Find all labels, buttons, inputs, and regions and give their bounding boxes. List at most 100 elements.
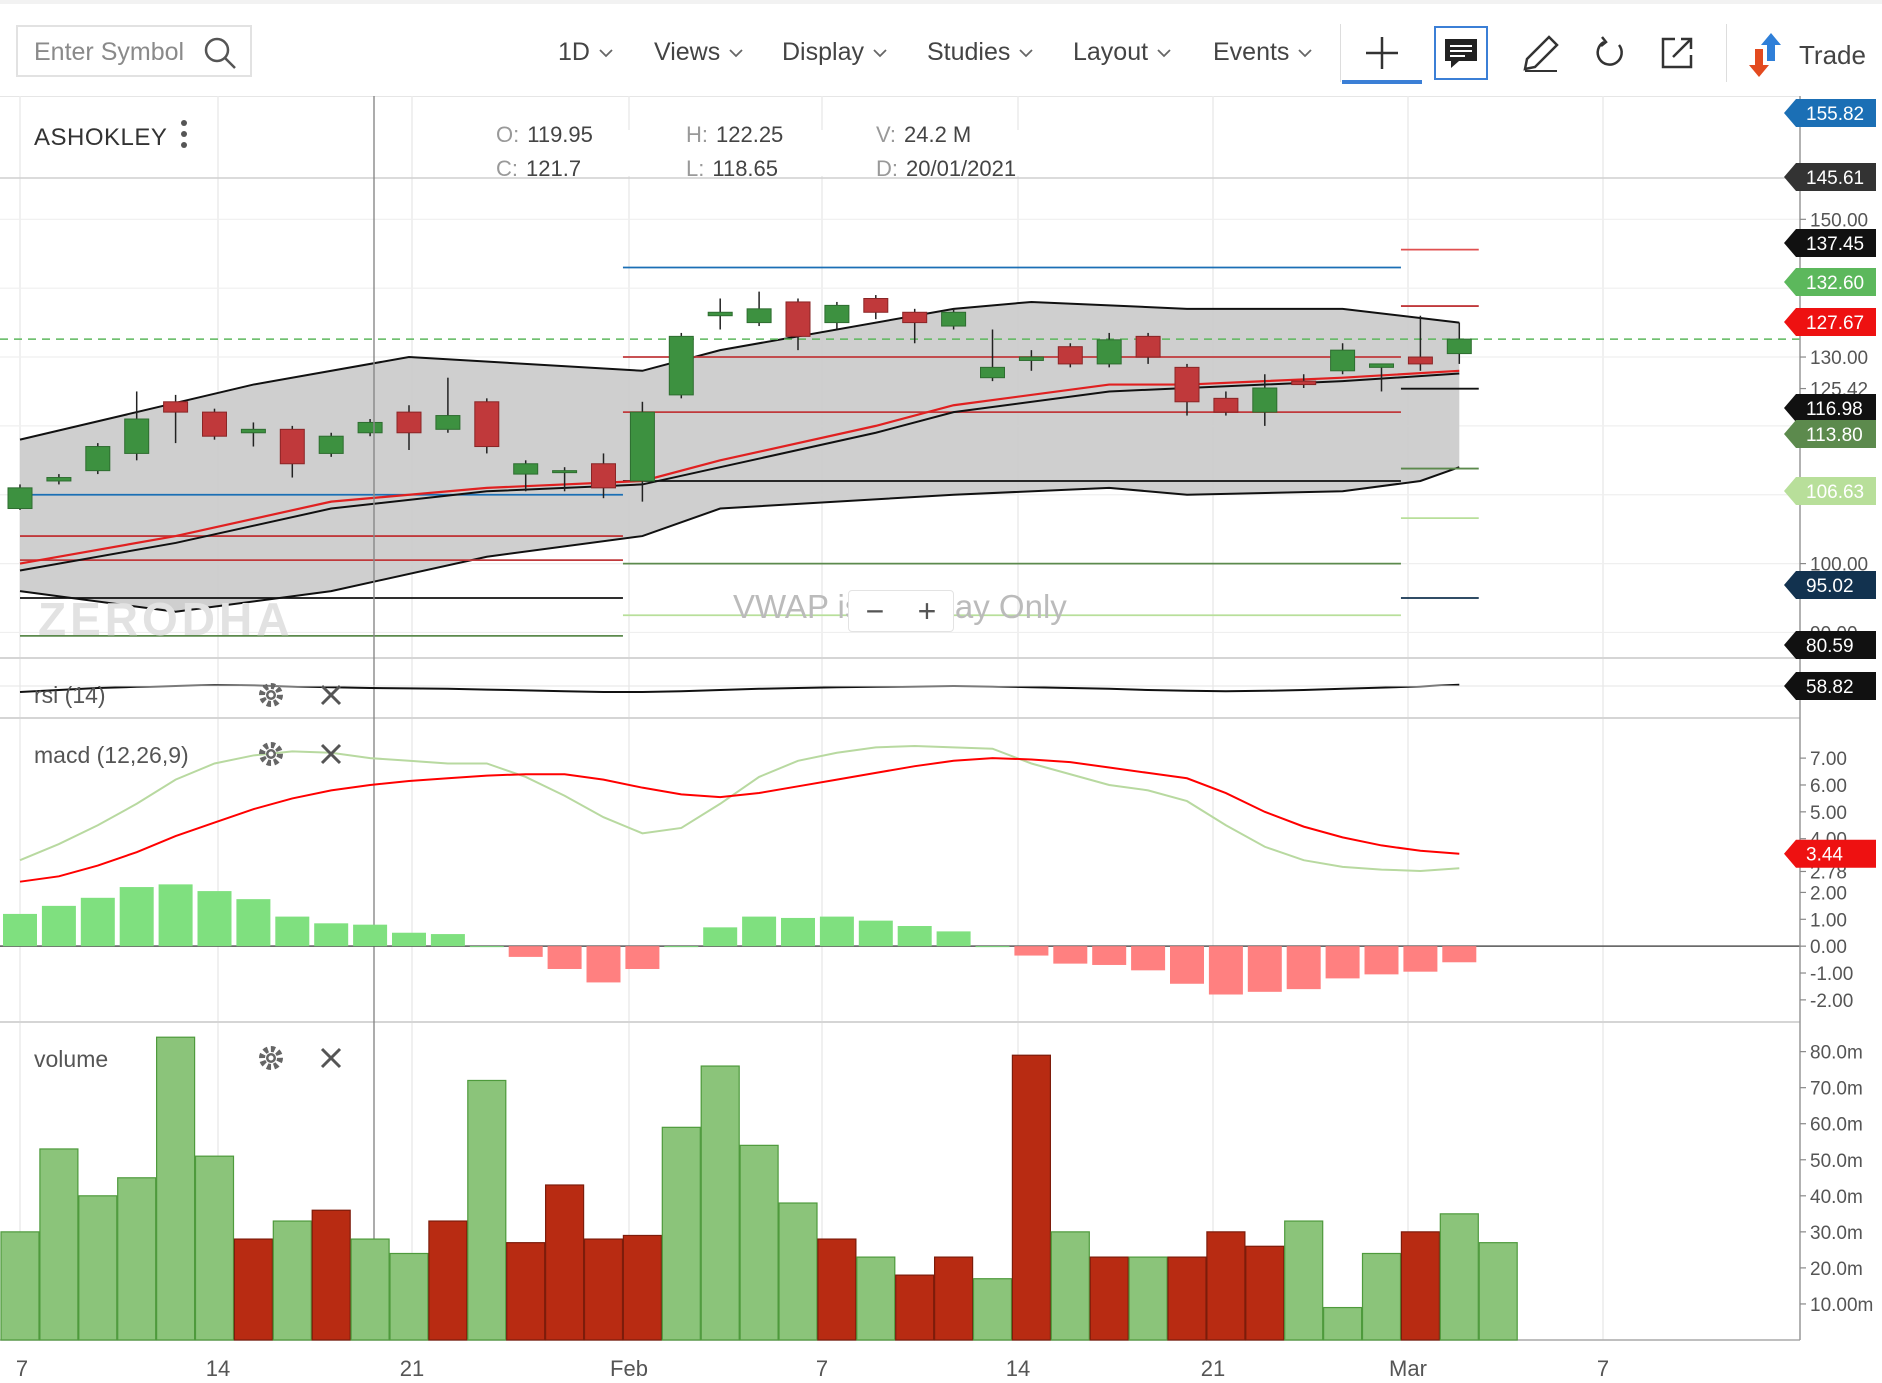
ohlc-low: L: 118.65 bbox=[686, 156, 778, 182]
macd-histogram-bar bbox=[158, 884, 193, 947]
low-key: L: bbox=[686, 156, 705, 181]
layout-menu[interactable]: Layout bbox=[1073, 32, 1172, 72]
volume-bar bbox=[311, 1209, 351, 1341]
candle-body bbox=[7, 487, 33, 510]
macd-histogram-bar bbox=[236, 899, 271, 947]
price-badge: 132.60 bbox=[1806, 273, 1864, 294]
trade-button[interactable]: Trade bbox=[1745, 30, 1866, 80]
macd-axis-label: 0.00 bbox=[1810, 937, 1847, 958]
volume-bar bbox=[739, 1144, 779, 1341]
reset-button[interactable] bbox=[1582, 26, 1636, 80]
macd-close-icon[interactable] bbox=[316, 739, 346, 769]
macd-histogram-bar bbox=[392, 932, 426, 947]
macd-histogram-bar bbox=[275, 916, 310, 947]
macd-histogram-bar bbox=[1014, 946, 1049, 956]
macd-histogram-bar bbox=[1092, 946, 1127, 965]
candle-body bbox=[474, 401, 500, 448]
views-menu[interactable]: Views bbox=[654, 32, 744, 72]
draw-button[interactable] bbox=[1514, 26, 1568, 80]
price-badge: 106.63 bbox=[1806, 482, 1864, 503]
candle-body bbox=[357, 421, 383, 434]
studies-menu[interactable]: Studies bbox=[927, 32, 1034, 72]
volume-bar bbox=[428, 1220, 468, 1341]
volume-bar bbox=[661, 1126, 701, 1341]
macd-axis-label: 1.00 bbox=[1810, 910, 1847, 931]
candle-body bbox=[163, 401, 189, 413]
x-axis-tick-label: 14 bbox=[206, 1356, 230, 1381]
price-badge: 127.67 bbox=[1806, 313, 1864, 334]
rsi-close-icon[interactable] bbox=[316, 680, 346, 710]
volume-axis-label: 70.0m bbox=[1810, 1079, 1863, 1100]
volume-bar bbox=[1322, 1306, 1363, 1341]
volume-bar bbox=[272, 1220, 312, 1341]
candle-body bbox=[1252, 387, 1278, 413]
volume-bar bbox=[544, 1184, 585, 1341]
volume-settings-gear-icon[interactable] bbox=[256, 1043, 286, 1073]
date-value: 20/01/2021 bbox=[906, 156, 1017, 181]
x-axis-tick-label: 7 bbox=[1597, 1356, 1609, 1381]
volume-bar bbox=[778, 1202, 818, 1341]
crosshair-button[interactable] bbox=[1342, 26, 1422, 84]
volume-bar bbox=[467, 1079, 507, 1341]
macd-axis-label: -2.00 bbox=[1810, 991, 1853, 1012]
candle-body bbox=[124, 418, 150, 454]
candle-body bbox=[785, 301, 811, 337]
zoom-out-button[interactable]: − bbox=[865, 592, 885, 629]
macd-histogram-bar bbox=[1247, 946, 1282, 992]
search-input[interactable] bbox=[32, 35, 196, 69]
macd-histogram-bar bbox=[936, 931, 971, 947]
volume-bar bbox=[156, 1036, 196, 1341]
search-icon[interactable] bbox=[202, 35, 238, 71]
volume-axis-label: 30.0m bbox=[1810, 1223, 1863, 1244]
zoom-in-button[interactable]: + bbox=[917, 592, 937, 629]
macd-signal-badge-background bbox=[1784, 839, 1876, 868]
zoom-control: − + bbox=[848, 590, 954, 632]
rsi-settings-gear-icon[interactable] bbox=[256, 680, 286, 710]
popout-button[interactable] bbox=[1650, 26, 1704, 80]
volume-bar bbox=[1361, 1252, 1402, 1341]
macd-histogram-bar bbox=[664, 946, 699, 948]
open-key: O: bbox=[496, 122, 520, 147]
macd-histogram-bar bbox=[119, 887, 154, 947]
interval-menu[interactable]: 1D bbox=[558, 32, 614, 72]
x-axis-tick-label: 14 bbox=[1006, 1356, 1030, 1381]
volume-bar bbox=[817, 1238, 857, 1341]
candle-body bbox=[435, 415, 461, 430]
chart-canvas[interactable]: 150.00140.00130.00125.42120.00110.00100.… bbox=[0, 96, 1882, 1383]
price-axis-label: 150.00 bbox=[1810, 210, 1868, 231]
macd-histogram-bar bbox=[1131, 946, 1166, 971]
volume-bar bbox=[1439, 1213, 1479, 1341]
volume-bar bbox=[0, 1231, 40, 1341]
macd-histogram-bar bbox=[1403, 946, 1438, 972]
candle-body bbox=[941, 311, 967, 327]
volume-bar bbox=[233, 1238, 273, 1341]
volume-panel-label: volume bbox=[34, 1046, 109, 1072]
volume-bar bbox=[1245, 1245, 1285, 1341]
volume-bar bbox=[895, 1274, 935, 1341]
volume-close-icon[interactable] bbox=[316, 1043, 346, 1073]
symbol-name[interactable]: ASHOKLEY bbox=[34, 124, 168, 151]
price-badge-background bbox=[1784, 420, 1876, 448]
candle-body bbox=[707, 311, 733, 317]
volume-bar bbox=[1089, 1256, 1129, 1341]
volume-bar bbox=[389, 1252, 429, 1341]
price-badge: 137.45 bbox=[1806, 234, 1864, 255]
macd-histogram-bar bbox=[1286, 946, 1321, 990]
volume-bar bbox=[1478, 1242, 1518, 1341]
macd-signal-line bbox=[19, 757, 1460, 883]
candle-body bbox=[1446, 338, 1472, 355]
candle-body bbox=[668, 335, 694, 396]
volume-bar bbox=[194, 1155, 235, 1341]
macd-histogram-bar bbox=[819, 916, 854, 947]
macd-settings-gear-icon[interactable] bbox=[256, 739, 286, 769]
ohlc-high: H: 122.25 bbox=[686, 122, 783, 148]
volume-bar bbox=[506, 1242, 546, 1341]
more-options-icon[interactable] bbox=[180, 118, 188, 150]
macd-line bbox=[19, 745, 1460, 872]
symbol-search[interactable] bbox=[16, 25, 252, 77]
chat-button[interactable] bbox=[1434, 26, 1488, 80]
layout-label: Layout bbox=[1073, 37, 1149, 66]
events-menu[interactable]: Events bbox=[1213, 32, 1313, 72]
display-menu[interactable]: Display bbox=[782, 32, 888, 72]
rsi-value-badge: 58.82 bbox=[1806, 677, 1854, 698]
